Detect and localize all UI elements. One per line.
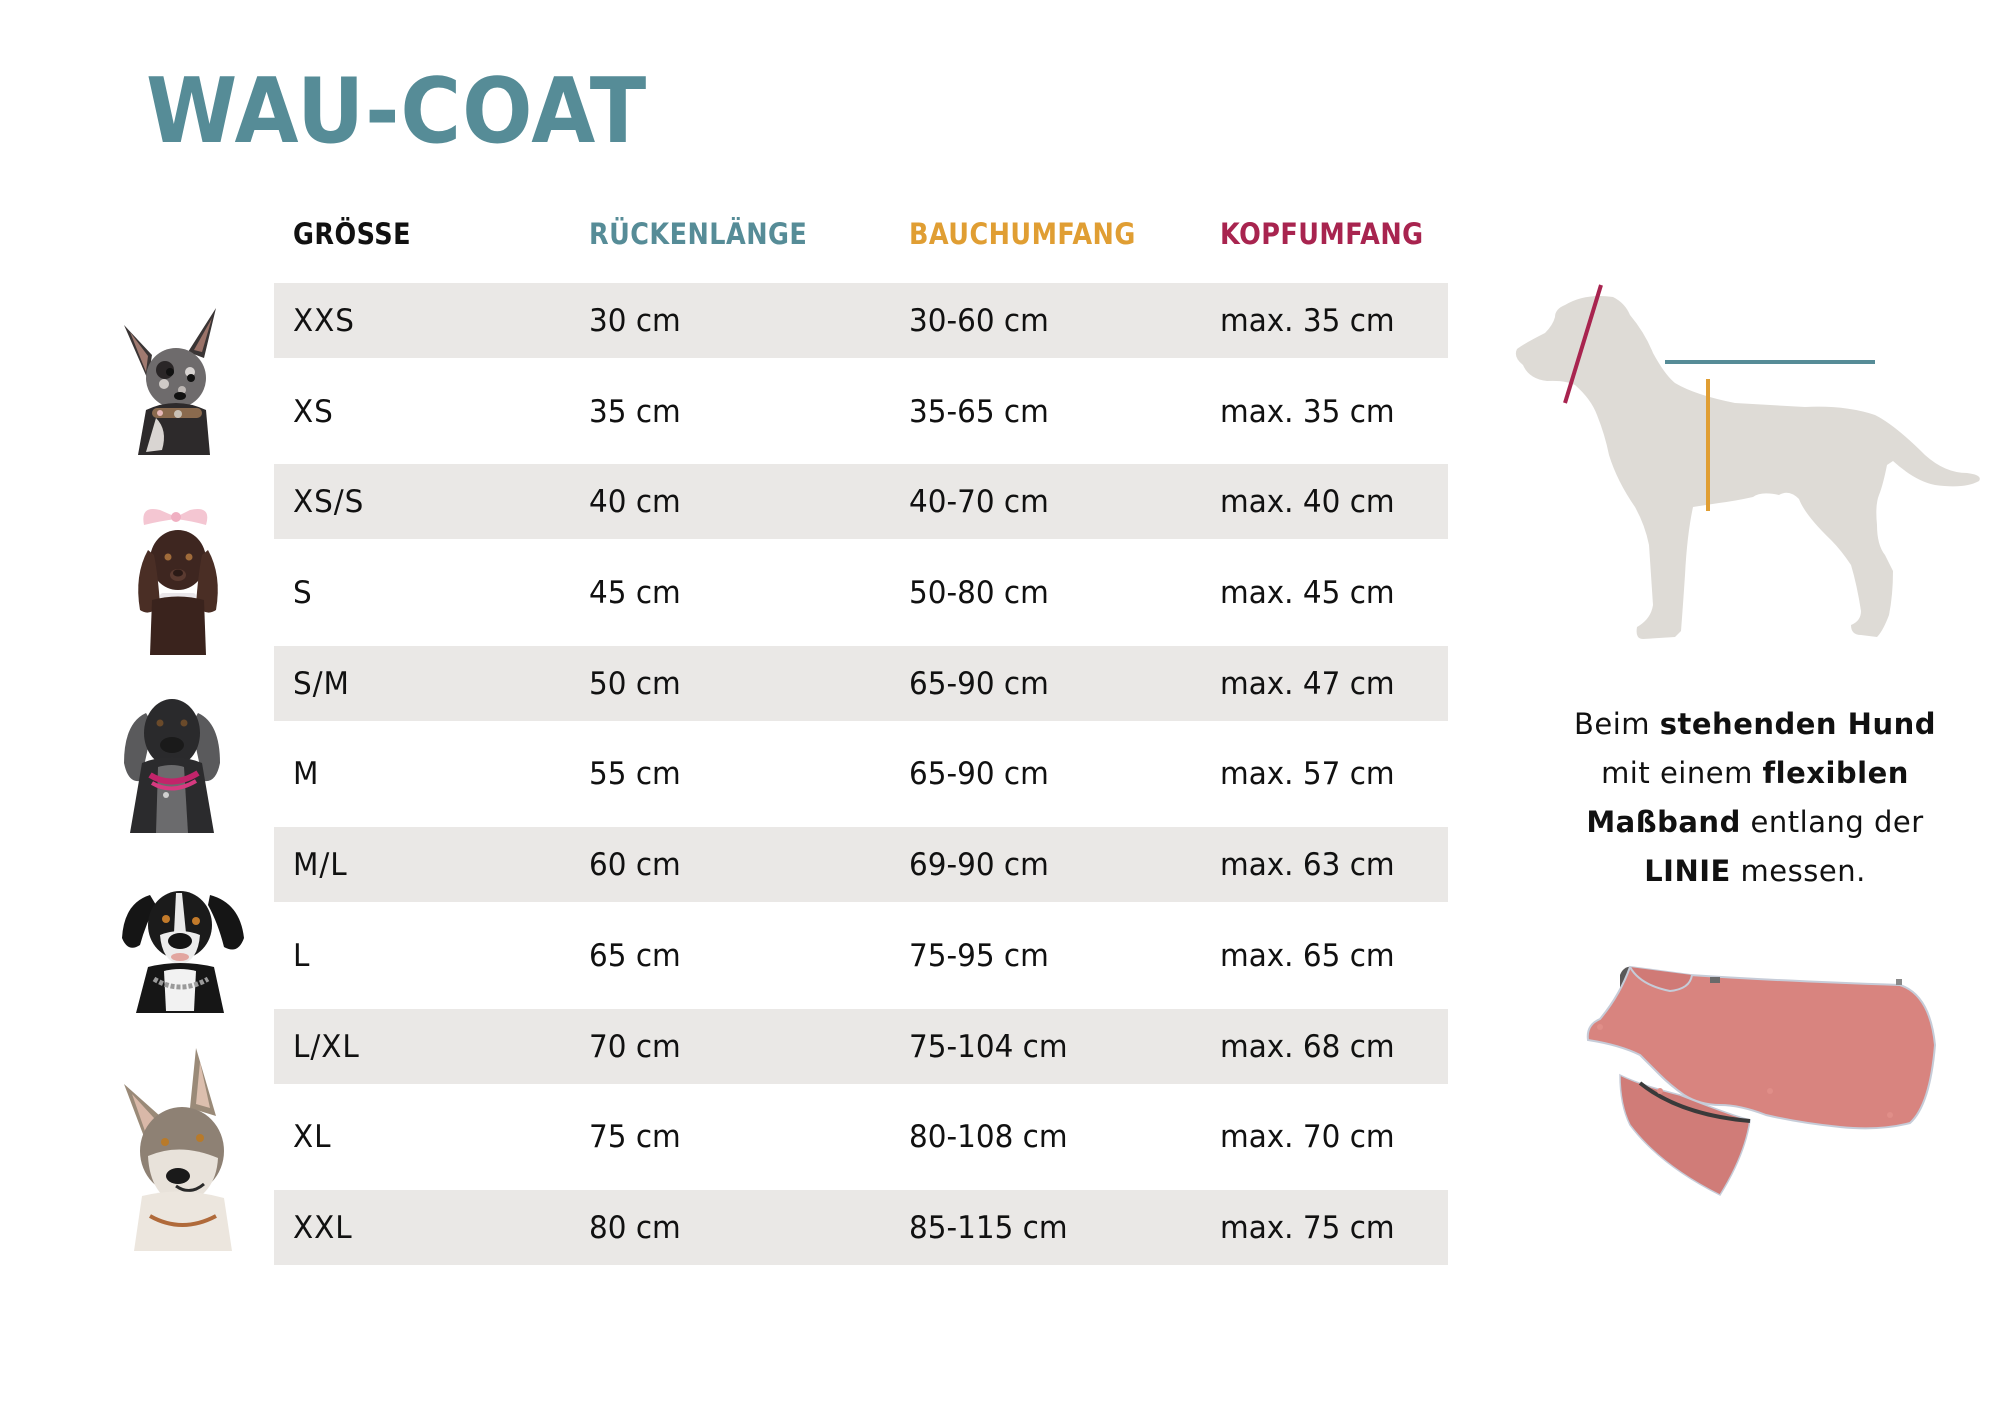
table-row: XL 75 cm 80-108 cm max. 70 cm [274,1099,1448,1190]
cell-rueckenlaenge: 30 cm [589,303,681,339]
head-circumference-line [1563,284,1603,404]
cell-kopfumfang: max. 40 cm [1220,484,1395,521]
cell-rueckenlaenge: 75 cm [589,1119,681,1156]
table-row: M 55 cm 65-90 cm max. 57 cm [274,736,1448,827]
table-row: XXS 30 cm 30-60 cm max. 35 cm [274,283,1448,374]
pointer-pink-collar-photo [124,699,220,833]
cell-bauchumfang: 69-90 cm [909,847,1049,884]
table-row: L/XL 70 cm 75-104 cm max. 68 cm [274,1008,1448,1100]
page-title: WAU-COAT [146,59,648,164]
instruction-line-1: Beim stehenden Hund [1540,700,1970,749]
cell-size: XS/S [293,484,365,521]
cell-rueckenlaenge: 80 cm [589,1209,681,1246]
cell-kopfumfang: max. 63 cm [1220,847,1395,884]
cell-size: M/L [293,847,348,884]
cell-rueckenlaenge: 45 cm [589,575,681,612]
table-row: XS/S 40 cm 40-70 cm max. 40 cm [274,464,1448,555]
cell-size: M [293,756,320,793]
dog-silhouette [1515,296,1980,639]
cell-rueckenlaenge: 55 cm [589,756,681,793]
instruction-emphasis: LINIE [1644,854,1731,888]
row-band [274,1008,1448,1084]
table-row: S 45 cm 50-80 cm max. 45 cm [274,555,1448,646]
table-row: L 65 cm 75-95 cm max. 65 cm [274,918,1448,1009]
cell-rueckenlaenge: 35 cm [589,393,681,430]
instruction-emphasis: stehenden Hund [1659,707,1936,741]
size-table: XXS 30 cm 30-60 cm max. 35 cm XS 35 cm 3… [274,283,1448,1281]
cell-kopfumfang: max. 45 cm [1220,575,1395,612]
instruction-line-3: Maßband entlang der [1540,798,1970,847]
spaniel-pink-bow-photo [138,509,218,655]
table-row: M/L 60 cm 69-90 cm max. 63 cm [274,827,1448,918]
cell-kopfumfang: max. 65 cm [1220,937,1395,974]
cell-kopfumfang: max. 35 cm [1220,393,1395,430]
row-band [274,827,1448,903]
cell-size: L [293,937,311,974]
instruction-emphasis: flexiblen [1762,756,1909,790]
instruction-line-4: LINIE messen. [1540,847,1970,896]
cell-bauchumfang: 35-65 cm [909,393,1049,430]
header-bauchumfang: BAUCHUMFANG [909,217,1136,251]
cell-kopfumfang: max. 70 cm [1220,1119,1395,1156]
pink-dog-coat-image [1586,965,1937,1196]
table-row: S/M 50 cm 65-90 cm max. 47 cm [274,645,1448,737]
cell-bauchumfang: 80-108 cm [909,1119,1068,1156]
cell-size: S [293,575,313,612]
cell-size: XXL [293,1209,353,1246]
instruction-emphasis: Maßband [1586,805,1741,839]
instruction-text: mit einem [1601,756,1763,790]
cell-size: XL [293,1119,332,1156]
cell-bauchumfang: 65-90 cm [909,756,1049,793]
wolfdog-photo [124,1048,232,1251]
cell-size: XS [293,393,334,430]
instruction-line-2: mit einem flexiblen [1540,749,1970,798]
instruction-text: Beim [1573,707,1660,741]
cell-kopfumfang: max. 35 cm [1220,303,1395,339]
cell-rueckenlaenge: 70 cm [589,1028,681,1065]
cell-bauchumfang: 40-70 cm [909,484,1049,521]
cell-size: XXS [293,303,355,339]
cell-rueckenlaenge: 40 cm [589,484,681,521]
row-band [274,1189,1448,1265]
cell-bauchumfang: 75-95 cm [909,937,1049,974]
cell-bauchumfang: 65-90 cm [909,665,1049,702]
header-groesse: GRÖSSE [293,217,411,251]
cell-bauchumfang: 75-104 cm [909,1028,1068,1065]
cell-rueckenlaenge: 60 cm [589,847,681,884]
row-band [274,645,1448,721]
cell-size: S/M [293,665,350,702]
coat-body [1586,965,1937,1130]
cell-kopfumfang: max. 68 cm [1220,1028,1395,1065]
cell-kopfumfang: max. 75 cm [1220,1209,1395,1246]
chihuahua-merle-photo [124,308,216,455]
black-white-dog-photo [122,891,244,1013]
instruction-text: entlang der [1740,805,1924,839]
cell-bauchumfang: 85-115 cm [909,1209,1068,1246]
cell-size: L/XL [293,1028,360,1065]
cell-kopfumfang: max. 47 cm [1220,665,1395,702]
row-band [274,464,1448,540]
dog-silhouette-measurement-diagram [1515,284,1980,639]
measurement-instructions: Beim stehenden Hund mit einem flexiblen … [1540,700,1970,896]
header-kopfumfang: KOPFUMFANG [1220,217,1424,251]
cell-bauchumfang: 30-60 cm [909,303,1049,339]
cell-bauchumfang: 50-80 cm [909,575,1049,612]
table-header: GRÖSSE RÜCKENLÄNGE BAUCHUMFANG KOPFUMFAN… [274,214,1448,254]
cell-rueckenlaenge: 65 cm [589,937,681,974]
header-rueckenlaenge: RÜCKENLÄNGE [589,217,808,251]
row-band [274,283,1448,358]
cell-rueckenlaenge: 50 cm [589,665,681,702]
instruction-text: messen. [1730,854,1866,888]
cell-kopfumfang: max. 57 cm [1220,756,1395,793]
table-row: XS 35 cm 35-65 cm max. 35 cm [274,374,1448,465]
table-row: XXL 80 cm 85-115 cm max. 75 cm [274,1189,1448,1281]
